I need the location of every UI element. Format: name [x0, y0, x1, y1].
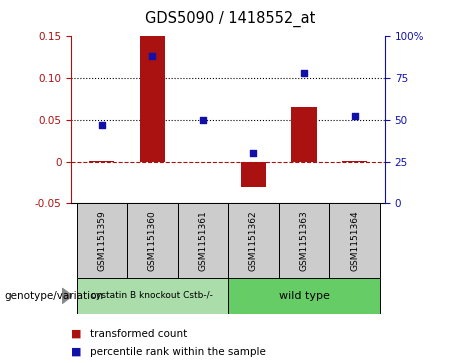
Text: cystatin B knockout Cstb-/-: cystatin B knockout Cstb-/- — [91, 291, 213, 300]
Text: GSM1151364: GSM1151364 — [350, 210, 359, 271]
Text: genotype/variation: genotype/variation — [5, 291, 104, 301]
Bar — [77, 203, 127, 278]
Point — [148, 53, 156, 59]
Point — [351, 114, 358, 119]
Bar — [228, 203, 278, 278]
Text: GSM1151360: GSM1151360 — [148, 210, 157, 271]
Bar — [140, 36, 165, 162]
Bar — [241, 162, 266, 187]
Bar — [330, 203, 380, 278]
Text: ■: ■ — [71, 329, 82, 339]
Text: ■: ■ — [71, 347, 82, 357]
Bar — [228, 278, 380, 314]
Bar — [279, 203, 329, 278]
Text: GSM1151359: GSM1151359 — [97, 210, 106, 271]
Point — [250, 150, 257, 156]
Text: percentile rank within the sample: percentile rank within the sample — [90, 347, 266, 357]
Text: GSM1151361: GSM1151361 — [198, 210, 207, 271]
Text: GSM1151362: GSM1151362 — [249, 210, 258, 271]
Point — [98, 122, 106, 128]
Bar — [89, 161, 114, 162]
Polygon shape — [62, 288, 72, 303]
Text: GSM1151363: GSM1151363 — [300, 210, 308, 271]
Bar — [291, 107, 317, 162]
Point — [301, 70, 308, 76]
Bar — [77, 278, 228, 314]
Text: wild type: wild type — [278, 291, 330, 301]
Bar — [178, 203, 228, 278]
Point — [199, 117, 207, 123]
Bar — [342, 161, 367, 162]
Text: transformed count: transformed count — [90, 329, 187, 339]
Bar — [127, 203, 177, 278]
Text: GDS5090 / 1418552_at: GDS5090 / 1418552_at — [145, 11, 316, 27]
